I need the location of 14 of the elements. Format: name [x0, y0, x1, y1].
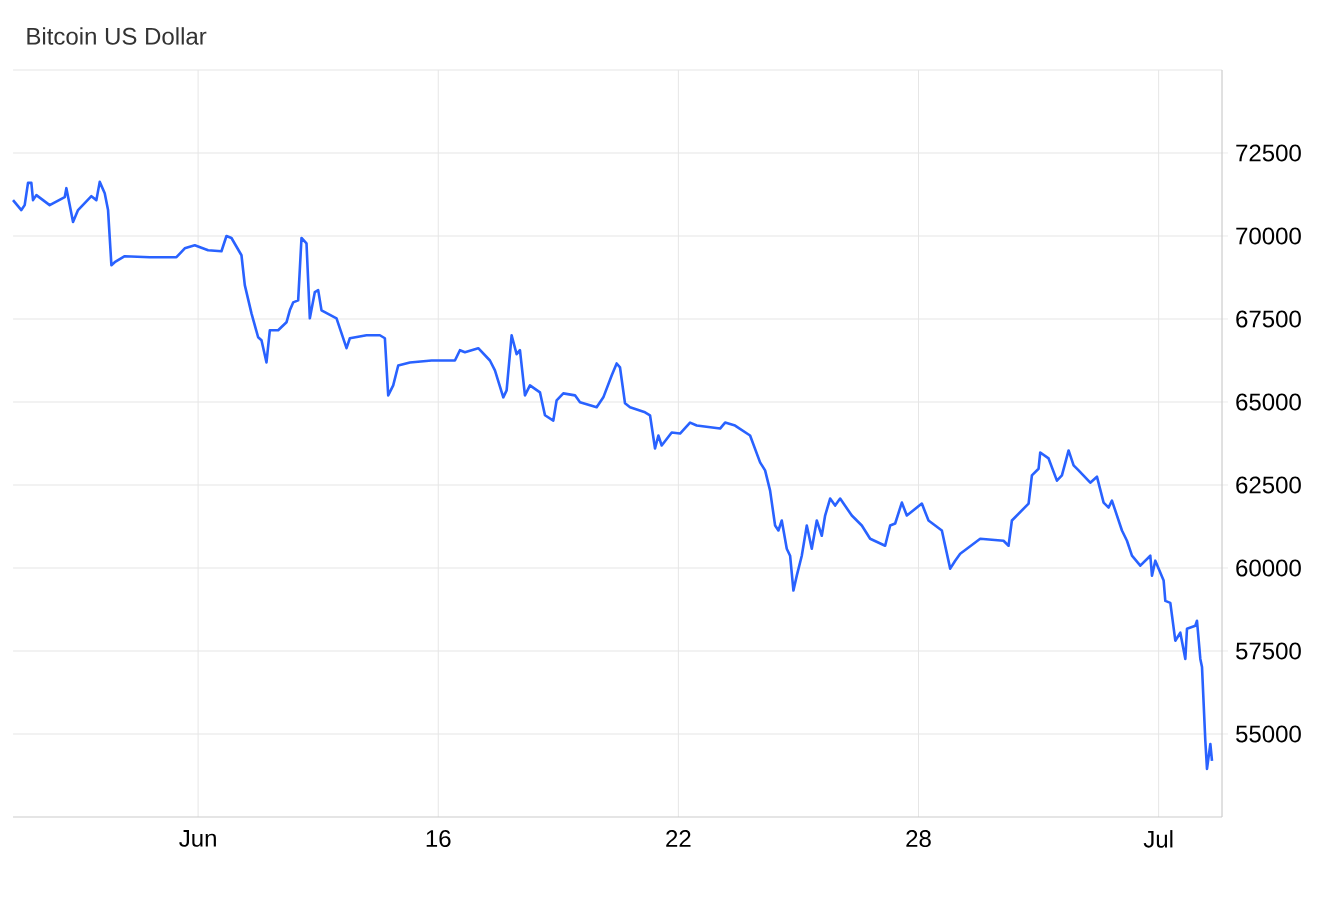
- y-tick-label: 67500: [1236, 310, 1301, 328]
- x-tick-label: 16: [426, 830, 451, 848]
- y-tick-label: 70000: [1236, 227, 1301, 245]
- chart-title: Bitcoin US Dollar: [27, 27, 207, 45]
- y-tick-label: 65000: [1236, 393, 1301, 411]
- x-tick-label: 28: [906, 830, 931, 848]
- y-tick-label: 60000: [1236, 559, 1301, 577]
- y-tick-label: 62500: [1236, 476, 1301, 494]
- x-tick-label: Jun: [179, 830, 216, 847]
- x-tick-label: Jul: [1143, 830, 1173, 848]
- y-tick-label: 57500: [1236, 642, 1301, 660]
- x-tick-label: 22: [666, 830, 691, 847]
- y-tick-label: 55000: [1236, 725, 1301, 743]
- y-tick-label: 72500: [1236, 144, 1301, 162]
